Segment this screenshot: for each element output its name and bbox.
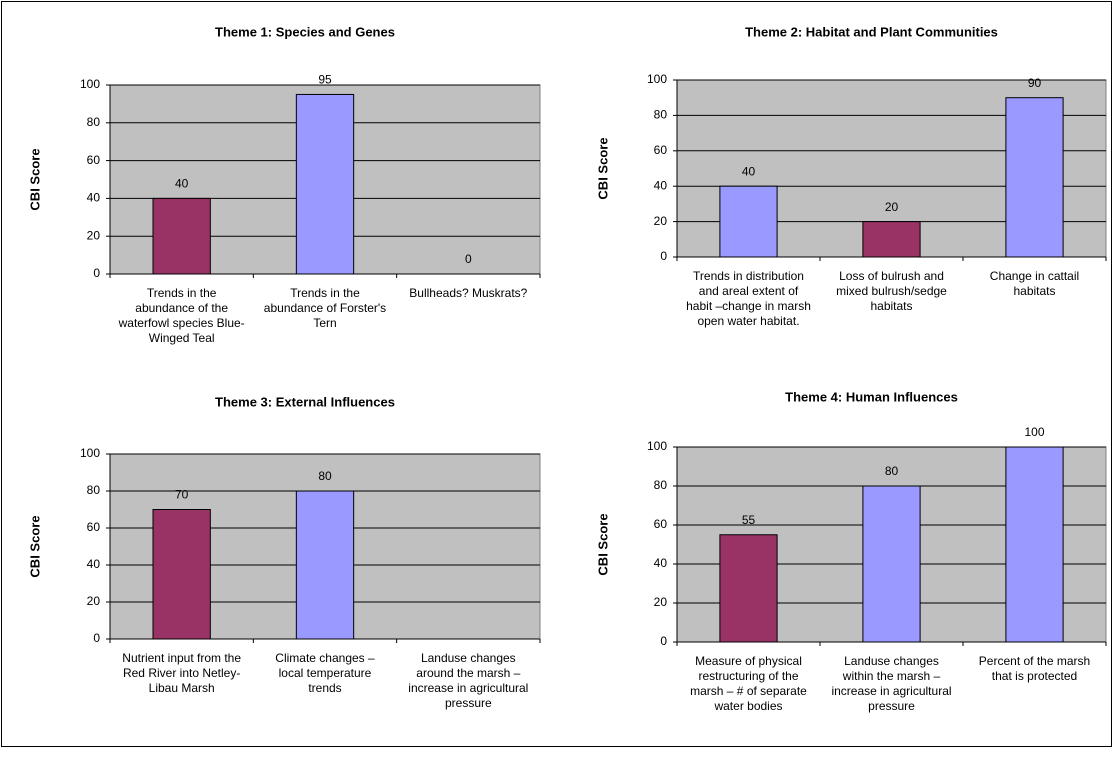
y-tick-label: 0 [660,634,667,648]
y-tick-label: 100 [647,72,667,86]
y-tick-label: 100 [80,446,100,460]
value-label: 55 [742,513,756,527]
bar [719,534,778,643]
bar [862,485,921,643]
y-tick-label: 100 [80,77,100,91]
value-label: 100 [1024,425,1044,439]
value-label: 80 [318,469,332,483]
bar [152,509,211,640]
y-tick-label: 80 [654,108,668,122]
bar [1005,97,1064,258]
bar [862,221,921,258]
y-axis-label: CBI Score [595,137,610,199]
value-label: 95 [318,73,332,87]
value-label: 90 [1028,76,1042,90]
bar [719,185,778,258]
y-tick-label: 100 [647,439,667,453]
x-tick-label: Loss of bulrush and mixed bulrush/sedge … [836,269,947,313]
x-tick-label: Percent of the marsh that is protected [978,654,1091,683]
y-tick-label: 60 [654,517,668,531]
y-tick-label: 20 [654,595,668,609]
x-tick-label: Bullheads? Muskrats? [409,286,528,300]
chart-title: Theme 2: Habitat and Plant Communities [745,24,998,39]
y-tick-label: 40 [87,557,101,571]
y-tick-label: 40 [654,556,668,570]
y-axis-label: CBI Score [27,515,42,577]
y-tick-label: 40 [87,191,101,205]
y-tick-label: 40 [654,178,668,192]
bar [295,93,355,275]
value-label: 0 [465,252,472,266]
x-tick-label: Trends in distribution and areal extent … [686,269,811,328]
y-tick-label: 60 [654,143,668,157]
bar [295,490,355,640]
x-tick-label: Nutrient input from the Red River into N… [122,651,242,695]
chart-title: Theme 4: Human Influences [785,389,958,404]
x-tick-label: Landuse changes within the marsh – incre… [831,654,952,713]
bar [152,197,211,275]
bar [1005,446,1064,643]
y-tick-label: 0 [660,249,667,263]
value-label: 40 [742,164,756,178]
chart-title: Theme 1: Species and Genes [215,24,395,39]
y-tick-label: 80 [87,115,101,129]
y-tick-label: 20 [87,228,101,242]
y-tick-label: 60 [87,153,101,167]
x-tick-label: Change in cattail habitats [989,269,1080,298]
y-tick-label: 0 [93,631,100,645]
value-label: 20 [885,200,899,214]
x-tick-label: Climate changes – local temperature tren… [275,651,375,695]
value-label: 80 [885,464,899,478]
y-tick-label: 80 [654,478,668,492]
y-tick-label: 60 [87,520,101,534]
y-axis-label: CBI Score [595,513,610,575]
y-tick-label: 0 [93,266,100,280]
y-axis-label: CBI Score [27,148,42,210]
y-tick-label: 20 [87,594,101,608]
x-tick-label: Landuse changes around the marsh – incre… [408,651,529,710]
x-tick-label: Trends in the abundance of Forster's Ter… [263,286,387,330]
value-label: 70 [175,488,189,502]
x-tick-label: Measure of physical restructuring of the… [690,654,807,713]
x-tick-label: Trends in the abundance of the waterfowl… [118,286,245,345]
y-tick-label: 20 [654,214,668,228]
value-label: 40 [175,177,189,191]
y-tick-label: 80 [87,483,101,497]
chart-title: Theme 3: External Influences [215,394,395,409]
